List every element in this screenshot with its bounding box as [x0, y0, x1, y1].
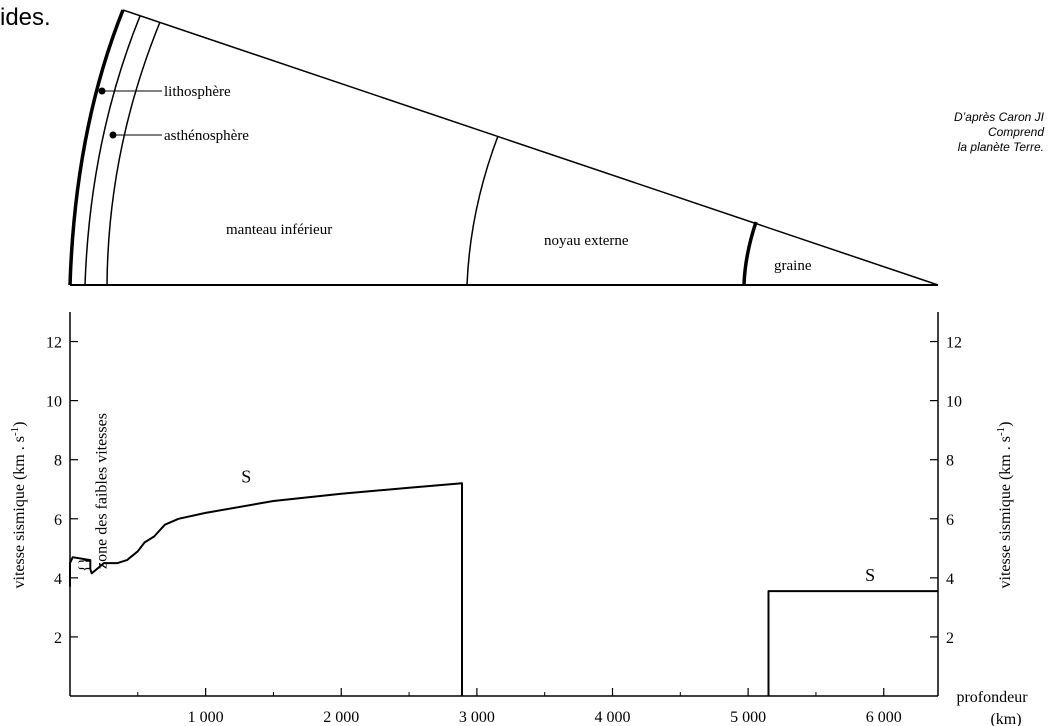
y-tick-label-left: 8	[54, 453, 62, 470]
label-lithosphere: lithosphère	[164, 84, 231, 100]
chart-labels: 2 2 4 4 6 6 8 8 10 10 12 12 1 000 2 000 3 000 4 000 5 00…	[9, 335, 1028, 726]
y-tick-label-left: 6	[54, 512, 62, 529]
series-label-s: S	[865, 565, 875, 585]
series-label-s: S	[241, 466, 251, 486]
top-edge-line	[122, 9, 939, 286]
source-line-1: D’après Caron JI	[953, 110, 1044, 124]
y-tick-label-right: 2	[946, 630, 954, 647]
header-fragment: ides.	[0, 4, 51, 31]
y-tick-label-left: 4	[54, 571, 62, 588]
low-velocity-brace: {}	[76, 558, 92, 572]
label-outer-core: noyau externe	[544, 233, 629, 249]
y-tick-label-left: 12	[46, 335, 62, 352]
label-asthenosphere: asthénosphère	[164, 128, 249, 144]
earth-section-diagram: lithosphère asthénosphère manteau inféri…	[68, 9, 939, 286]
y-tick-label-right: 10	[946, 394, 962, 411]
source-line-3: la planète Terre.	[957, 140, 1044, 154]
y-tick-label-right: 8	[946, 453, 954, 470]
series-line-s	[69, 482, 463, 696]
source-note: D’après Caron JI Comprend la planète Ter…	[874, 110, 1044, 155]
y-axis-title-left: vitesse sismique (km . s-1)	[9, 422, 28, 589]
asthenosphere-arc	[106, 21, 161, 286]
y-tick-label-right: 12	[946, 335, 962, 352]
y-axis-title-right: vitesse sismique (km . s-1)	[995, 422, 1014, 589]
label-inner-core: graine	[774, 258, 812, 274]
source-line-2: Comprend	[987, 125, 1044, 139]
chart-axes	[69, 312, 939, 697]
low-velocity-zone-label: zone des faibles vitesses	[93, 413, 110, 569]
x-tick-label: 1 000	[188, 709, 224, 726]
x-tick-label: 6 000	[866, 709, 902, 726]
lithosphere-arc	[84, 15, 141, 286]
y-tick-label-left: 10	[46, 394, 62, 411]
velocity-chart: 2 2 4 4 6 6 8 8 10 10 12 12 1 000 2 000 3 000 4 000 5 00…	[9, 312, 1028, 726]
x-tick-label: 5 000	[730, 709, 766, 726]
chart-ticks	[70, 340, 938, 696]
core-mantle-arc	[466, 135, 499, 286]
y-tick-label-right: 4	[946, 571, 954, 588]
inner-core-arc	[742, 221, 758, 286]
x-tick-label: 4 000	[595, 709, 631, 726]
surface-arc	[68, 9, 125, 286]
x-axis-title: profondeur	[956, 689, 1028, 706]
x-tick-label: 3 000	[459, 709, 495, 726]
y-tick-label-right: 6	[946, 512, 954, 529]
chart-marks	[69, 482, 938, 696]
y-tick-label-left: 2	[54, 630, 62, 647]
x-axis-unit: (km)	[990, 711, 1021, 726]
x-tick-label: 2 000	[323, 709, 359, 726]
label-lower-mantle: manteau inférieur	[226, 222, 332, 238]
series-line-s	[767, 590, 938, 696]
